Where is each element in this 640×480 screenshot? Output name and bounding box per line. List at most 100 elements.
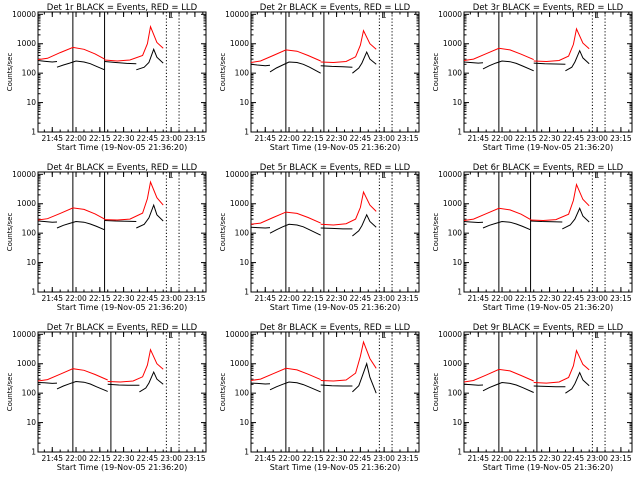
series-line-lld: [37, 207, 105, 221]
chart-panel: Det 3r BLACK = Events, RED = LLD 1 10 100 10…: [432, 3, 633, 152]
y-axis-label: Counts/sec: [432, 53, 440, 92]
x-tick-label: 22:00: [491, 294, 513, 303]
series-line-lld: [530, 182, 590, 222]
y-tick-label: 10000: [225, 330, 249, 339]
series-line-events: [530, 220, 563, 223]
series-line-events: [139, 370, 164, 393]
series-line-events: [136, 47, 164, 71]
corner-mark: L: [381, 171, 386, 180]
series-line-events: [56, 60, 105, 71]
chart-panel: Det 6r BLACK = Events, RED = LLD 1 10 100 10…: [432, 163, 633, 312]
series-line-lld: [320, 190, 377, 226]
series-line-events: [37, 220, 58, 223]
y-tick-label: 10: [452, 258, 462, 267]
x-axis-label: Start Time (19-Nov-05 21:36:20): [270, 463, 400, 472]
series-line-lld: [37, 368, 108, 382]
y-axis-label: Counts/sec: [432, 373, 440, 412]
series-line-events: [269, 381, 321, 393]
series-line-events: [107, 383, 140, 386]
chart-panel: Det 2r BLACK = Events, RED = LLD 1 10 100 10…: [219, 3, 420, 152]
x-tick-label: 22:30: [113, 294, 135, 303]
x-tick-label: 21:45: [467, 294, 489, 303]
y-tick-label: 100: [235, 389, 250, 398]
y-tick-label: 10000: [438, 170, 462, 179]
y-tick-label: 1: [244, 128, 249, 137]
y-tick-label: 1000: [17, 359, 36, 368]
x-tick-label: 23:00: [160, 454, 182, 463]
series-line-lld: [250, 367, 321, 381]
x-tick-label: 22:15: [89, 454, 111, 463]
x-tick-label: 22:15: [302, 134, 324, 143]
series-line-events: [104, 61, 137, 65]
x-tick-label: 22:45: [137, 454, 159, 463]
series-line-events: [136, 203, 164, 229]
y-tick-label: 10: [452, 98, 462, 107]
corner-mark: L: [594, 171, 599, 180]
x-tick-label: 22:30: [113, 454, 135, 463]
x-tick-label: 23:00: [373, 134, 395, 143]
x-tick-label: 22:30: [326, 454, 348, 463]
series-line-lld: [104, 180, 164, 221]
series-line-lld: [463, 207, 531, 221]
series-line-lld: [320, 340, 377, 382]
x-tick-label: 22:15: [302, 294, 324, 303]
y-tick-label: 10000: [225, 10, 249, 19]
chart-title: Det 7r BLACK = Events, RED = LLD: [47, 323, 198, 333]
series-line-events: [533, 62, 566, 65]
x-tick-label: 22:00: [65, 134, 87, 143]
y-tick-label: 10000: [12, 10, 36, 19]
y-tick-label: 1000: [443, 199, 462, 208]
corner-mark: L: [594, 11, 599, 20]
series-line-events: [320, 227, 353, 230]
x-tick-label: 22:00: [65, 294, 87, 303]
x-tick-label: 23:00: [160, 294, 182, 303]
x-tick-label: 23:15: [610, 294, 632, 303]
x-tick-label: 21:45: [467, 134, 489, 143]
x-tick-label: 22:00: [278, 134, 300, 143]
y-tick-label: 1000: [230, 39, 249, 48]
x-tick-label: 22:30: [326, 134, 348, 143]
series-line-events: [104, 220, 137, 222]
x-axis-label: Start Time (19-Nov-05 21:36:20): [57, 463, 187, 472]
chart-panel: Det 4r BLACK = Events, RED = LLD 1 10 100 10…: [6, 163, 207, 312]
series-line-events: [250, 226, 271, 229]
series-line-events: [37, 60, 58, 63]
x-tick-label: 22:30: [539, 454, 561, 463]
series-line-events: [352, 213, 377, 237]
chart-title: Det 6r BLACK = Events, RED = LLD: [473, 163, 624, 173]
corner-mark: L: [168, 171, 173, 180]
series-line-lld: [463, 47, 534, 61]
y-axis-label: Counts/sec: [6, 53, 14, 92]
x-tick-label: 22:45: [563, 294, 585, 303]
x-tick-label: 23:15: [610, 454, 632, 463]
y-tick-label: 10: [26, 418, 36, 427]
series-line-events: [565, 49, 590, 72]
y-tick-label: 1: [31, 448, 36, 457]
y-tick-label: 100: [235, 69, 250, 78]
chart-title: Det 4r BLACK = Events, RED = LLD: [47, 163, 198, 173]
chart-title: Det 9r BLACK = Events, RED = LLD: [473, 323, 624, 333]
chart-panel: Det 8r BLACK = Events, RED = LLD 1 10 100 10…: [219, 323, 420, 472]
x-tick-label: 23:15: [397, 134, 419, 143]
y-axis-label: Counts/sec: [6, 213, 14, 252]
plot-frame: [463, 11, 633, 133]
y-axis-label: Counts/sec: [219, 213, 227, 252]
y-tick-label: 10: [26, 258, 36, 267]
y-tick-label: 100: [448, 389, 463, 398]
series-line-lld: [250, 49, 321, 63]
x-axis-label: Start Time (19-Nov-05 21:36:20): [483, 303, 613, 312]
series-line-events: [250, 63, 271, 67]
x-tick-label: 22:45: [350, 294, 372, 303]
series-line-events: [352, 361, 377, 394]
y-axis-label: Counts/sec: [219, 373, 227, 412]
plot-frame: [37, 331, 207, 453]
x-tick-label: 22:30: [326, 294, 348, 303]
x-tick-label: 21:45: [41, 454, 63, 463]
x-tick-label: 22:15: [515, 454, 537, 463]
series-line-events: [320, 65, 353, 68]
x-tick-label: 23:00: [373, 454, 395, 463]
corner-mark: L: [594, 331, 599, 340]
y-tick-label: 1000: [230, 199, 249, 208]
x-tick-label: 22:15: [515, 134, 537, 143]
